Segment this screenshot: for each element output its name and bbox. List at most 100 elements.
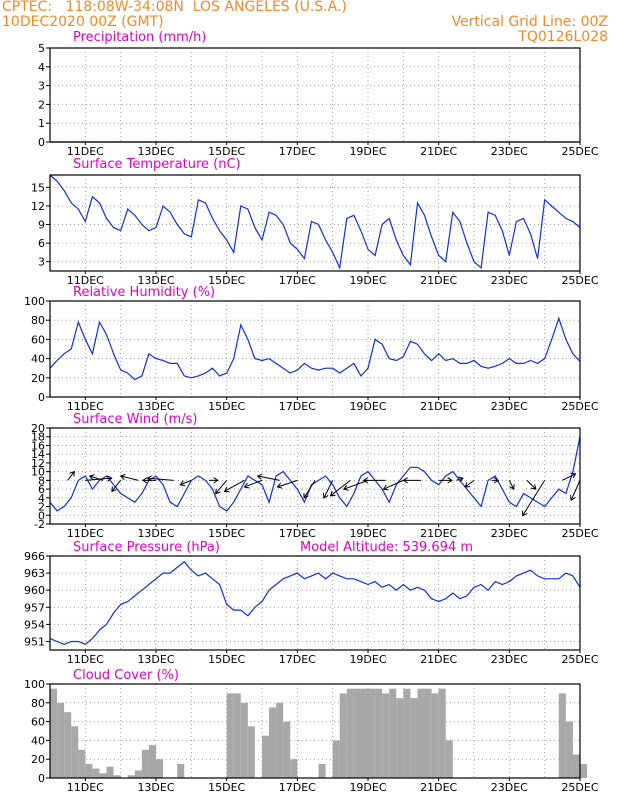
- cloud-bar: [92, 768, 100, 778]
- cloud-bar: [50, 688, 58, 778]
- wind-arrow-head: [243, 482, 250, 489]
- cloud-bar: [346, 688, 354, 778]
- wind-arrow-head: [276, 482, 283, 489]
- wind-arrow: [257, 475, 280, 481]
- cloud-bar: [247, 726, 255, 778]
- y-tick-label: 6: [38, 483, 45, 496]
- y-tick-label: 5: [38, 42, 45, 55]
- wind-arrow: [215, 480, 228, 494]
- panel-title: Cloud Cover (%): [73, 668, 179, 683]
- x-tick-label: 11DEC: [67, 400, 104, 413]
- panel-6: 0 20 40 60 80 100 11DEC 13DEC 15DEC 17DEC 19DEC 21D…: [24, 668, 599, 794]
- panel-1: 0 1 2 3 4 5 11DEC 13DEC 15DEC 17DEC 19DEC 21DEC 23DE…: [38, 30, 599, 158]
- cloud-bar: [382, 693, 390, 778]
- wind-arrow: [570, 480, 581, 501]
- y-tick-label: 15: [31, 181, 45, 194]
- cloud-bar: [396, 698, 404, 778]
- x-tick-label: 15DEC: [208, 781, 245, 794]
- wind-arrow: [562, 473, 576, 481]
- cloud-bar: [403, 688, 411, 778]
- wind-arrow: [522, 480, 546, 516]
- cloud-bar: [445, 740, 453, 778]
- wind-arrow: [323, 480, 334, 499]
- x-tick-label: 19DEC: [349, 527, 386, 540]
- x-tick-label: 19DEC: [349, 781, 386, 794]
- y-tick-label: 80: [31, 697, 45, 710]
- panel-2: 3 6 9 12 15 11DEC 13DEC 15DEC 17DEC 19DEC 21DEC 23D…: [31, 157, 599, 287]
- series-line: [49, 436, 581, 512]
- x-tick-label: 23DEC: [491, 527, 528, 540]
- wind-arrow-head: [522, 510, 528, 517]
- x-tick-label: 19DEC: [349, 653, 386, 666]
- y-tick-label: 951: [24, 635, 45, 648]
- y-tick-label: 12: [31, 200, 45, 213]
- wind-arrow-head: [215, 488, 221, 495]
- cloud-bar: [233, 693, 241, 778]
- y-tick-label: 0: [38, 509, 45, 522]
- wind-arrow: [89, 475, 104, 481]
- cloud-bar: [339, 693, 347, 778]
- y-tick-label: 963: [24, 567, 45, 580]
- cloud-bar: [290, 759, 298, 778]
- x-tick-label: 25DEC: [561, 527, 598, 540]
- cloud-bar: [113, 775, 121, 778]
- y-tick-label: 957: [24, 601, 45, 614]
- x-tick-label: 19DEC: [349, 145, 386, 158]
- wind-arrow: [330, 479, 351, 497]
- x-tick-label: 21DEC: [420, 653, 457, 666]
- x-tick-label: 17DEC: [279, 653, 316, 666]
- cloud-bar: [424, 688, 432, 778]
- cloud-bar: [332, 740, 340, 778]
- y-tick-label: 960: [24, 584, 45, 597]
- cloud-bar: [85, 763, 93, 778]
- cloud-bar: [57, 702, 65, 778]
- panel-frame: [49, 427, 581, 525]
- cloud-bar: [565, 721, 573, 778]
- y-tick-label: 6: [38, 237, 45, 250]
- wind-arrow-head: [530, 484, 537, 490]
- x-tick-label: 13DEC: [137, 653, 174, 666]
- wind-arrow-head: [88, 474, 95, 481]
- wind-arrow: [244, 479, 263, 488]
- header-model-id: TQ0126L028: [518, 29, 608, 45]
- cloud-bar: [148, 745, 156, 778]
- x-tick-label: 17DEC: [279, 274, 316, 287]
- y-tick-label: 8: [38, 474, 45, 487]
- y-tick-label: 20: [31, 372, 45, 385]
- wind-arrow-head: [362, 477, 369, 484]
- wind-arrow-head: [382, 484, 389, 491]
- wind-arrow-head: [457, 476, 464, 483]
- cloud-bar: [156, 759, 164, 778]
- cloud-bar: [572, 754, 580, 778]
- wind-arrow-head: [141, 477, 148, 484]
- x-tick-label: 25DEC: [561, 145, 598, 158]
- cloud-bar: [417, 688, 425, 778]
- cloud-bar: [438, 688, 446, 778]
- cloud-bar: [226, 693, 234, 778]
- x-tick-label: 15DEC: [208, 527, 245, 540]
- wind-arrow: [303, 480, 316, 499]
- wind-arrow-head: [329, 490, 336, 497]
- wind-arrow: [464, 479, 475, 488]
- y-tick-label: 100: [24, 295, 45, 308]
- y-tick-label: 0: [38, 391, 45, 404]
- x-tick-label: 13DEC: [137, 274, 174, 287]
- y-tick-label: 9: [38, 219, 45, 232]
- x-tick-label: 25DEC: [561, 400, 598, 413]
- wind-arrow-head: [493, 477, 500, 484]
- wind-arrow: [67, 471, 75, 481]
- x-tick-label: 21DEC: [420, 400, 457, 413]
- panel-5: 951 954 957 960 963 966 11DEC 13DEC 15DEC 17DEC 19…: [24, 540, 599, 666]
- cloud-bar: [410, 698, 418, 778]
- x-tick-label: 25DEC: [561, 781, 598, 794]
- wind-arrow-head: [322, 492, 329, 499]
- wind-arrow: [383, 479, 404, 490]
- wind-arrow: [343, 479, 369, 490]
- x-tick-label: 13DEC: [137, 145, 174, 158]
- x-tick-label: 23DEC: [491, 274, 528, 287]
- wind-arrow-head: [223, 486, 230, 493]
- panel-frame: [49, 683, 581, 779]
- x-tick-label: 15DEC: [208, 653, 245, 666]
